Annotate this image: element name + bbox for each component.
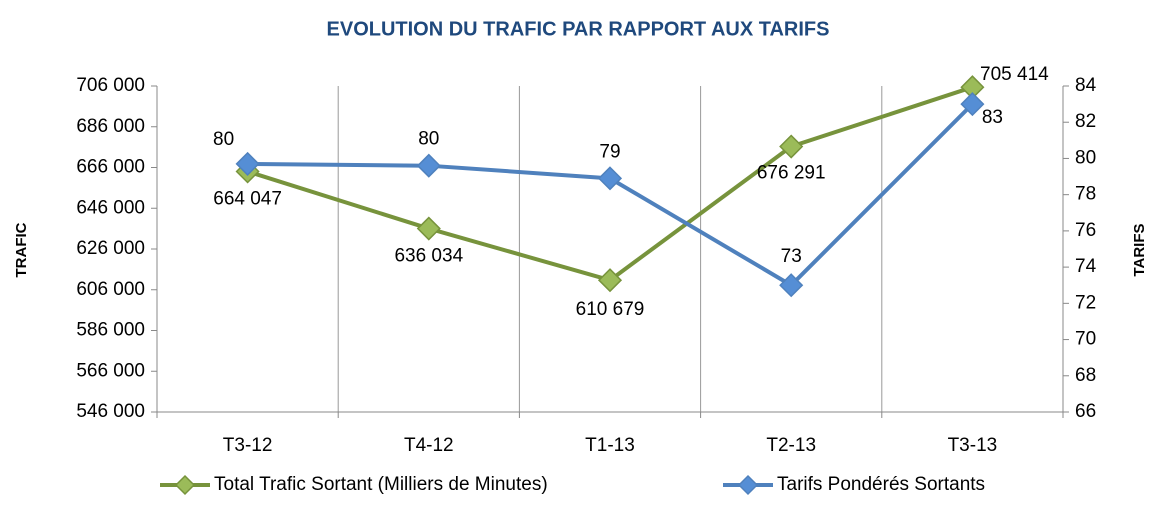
series-line <box>247 102 974 288</box>
marker <box>597 268 623 293</box>
marker <box>416 153 441 178</box>
y-tick-label: 646 000 <box>76 197 145 218</box>
data-label: 636 034 <box>394 246 463 267</box>
y2-tick-label: 74 <box>1075 256 1097 277</box>
y2-tick-label: 66 <box>1075 401 1096 422</box>
legend-marker <box>174 474 196 496</box>
x-tick-label: T4-12 <box>404 435 454 456</box>
y2-axis-title: TARIFS <box>1131 223 1148 276</box>
y-tick-label: 626 000 <box>76 238 145 259</box>
y-tick-label: 606 000 <box>76 279 145 300</box>
y2-tick-label: 70 <box>1075 329 1096 350</box>
data-label: 676 291 <box>757 163 826 184</box>
y-tick-label: 546 000 <box>76 401 145 422</box>
y2-tick-label: 72 <box>1075 292 1096 313</box>
marker <box>235 151 260 176</box>
y2-tick-label: 80 <box>1075 147 1096 168</box>
y2-tick-label: 78 <box>1075 184 1096 205</box>
chart-title: EVOLUTION DU TRAFIC PAR RAPPORT AUX TARI… <box>327 18 830 40</box>
y-axis-title: TRAFIC <box>13 222 30 277</box>
marker <box>779 134 804 159</box>
y2-tick-label: 76 <box>1075 220 1096 241</box>
x-tick-label: T2-13 <box>766 435 816 456</box>
y-tick-label: 706 000 <box>76 75 145 96</box>
legend-label: Tarifs Pondérés Sortants <box>777 474 985 495</box>
marker <box>597 166 623 191</box>
marker <box>779 273 804 298</box>
marker <box>416 216 441 241</box>
legend-label: Total Trafic Sortant (Milliers de Minute… <box>214 474 548 495</box>
data-label: 80 <box>213 129 234 150</box>
x-tick-label: T3-13 <box>948 435 998 456</box>
y2-tick-label: 84 <box>1075 75 1097 96</box>
data-label: 80 <box>418 129 439 150</box>
y-tick-label: 586 000 <box>76 320 145 341</box>
marker <box>960 92 985 117</box>
y-tick-label: 666 000 <box>76 157 145 178</box>
y-tick-label: 686 000 <box>76 116 145 137</box>
y-tick-label: 566 000 <box>76 360 145 381</box>
x-tick-label: T3-12 <box>223 435 273 456</box>
data-label: 73 <box>781 246 802 267</box>
y2-tick-label: 68 <box>1075 365 1096 386</box>
y2-tick-label: 82 <box>1075 111 1096 132</box>
data-label: 83 <box>982 107 1003 128</box>
data-label: 610 679 <box>576 299 645 320</box>
x-tick-label: T1-13 <box>585 435 635 456</box>
legend-marker <box>737 474 759 496</box>
data-label: 705 414 <box>980 64 1049 85</box>
data-label: 664 047 <box>213 188 282 209</box>
data-label: 79 <box>599 141 620 162</box>
